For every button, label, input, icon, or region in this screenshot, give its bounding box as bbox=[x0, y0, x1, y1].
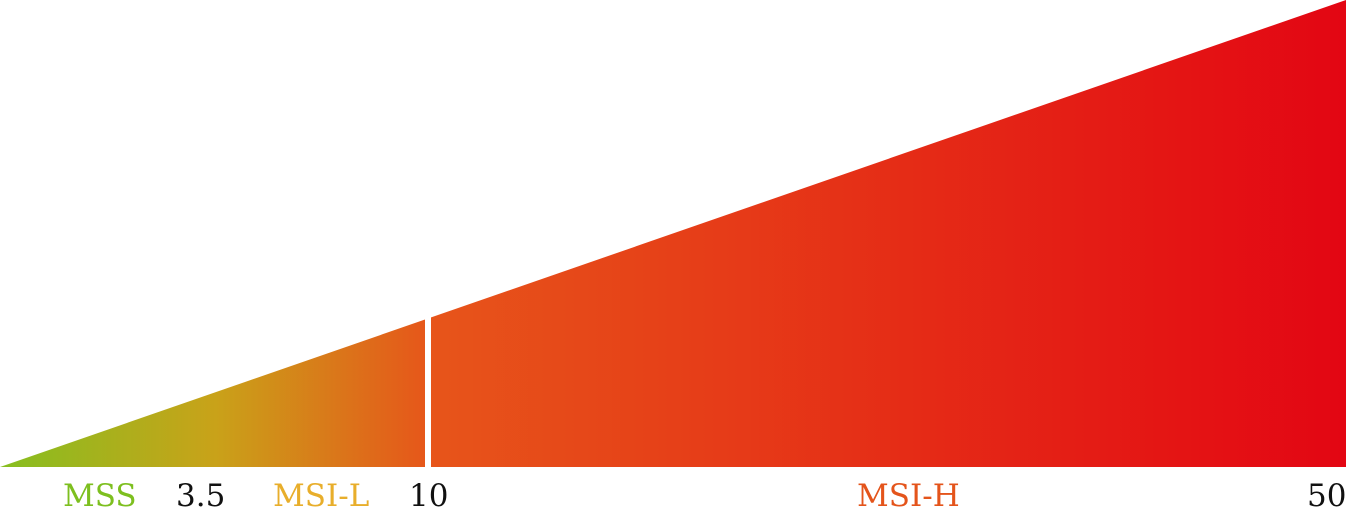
mss-label: MSS bbox=[63, 478, 137, 514]
scale-wedge bbox=[0, 0, 1346, 467]
threshold-low-label: 3.5 bbox=[176, 478, 225, 514]
max-value-label: 50 bbox=[1307, 478, 1346, 514]
msi-h-label: MSI-H bbox=[857, 478, 960, 514]
msi-l-label: MSI-L bbox=[273, 478, 369, 514]
threshold-mid-label: 10 bbox=[409, 478, 448, 514]
